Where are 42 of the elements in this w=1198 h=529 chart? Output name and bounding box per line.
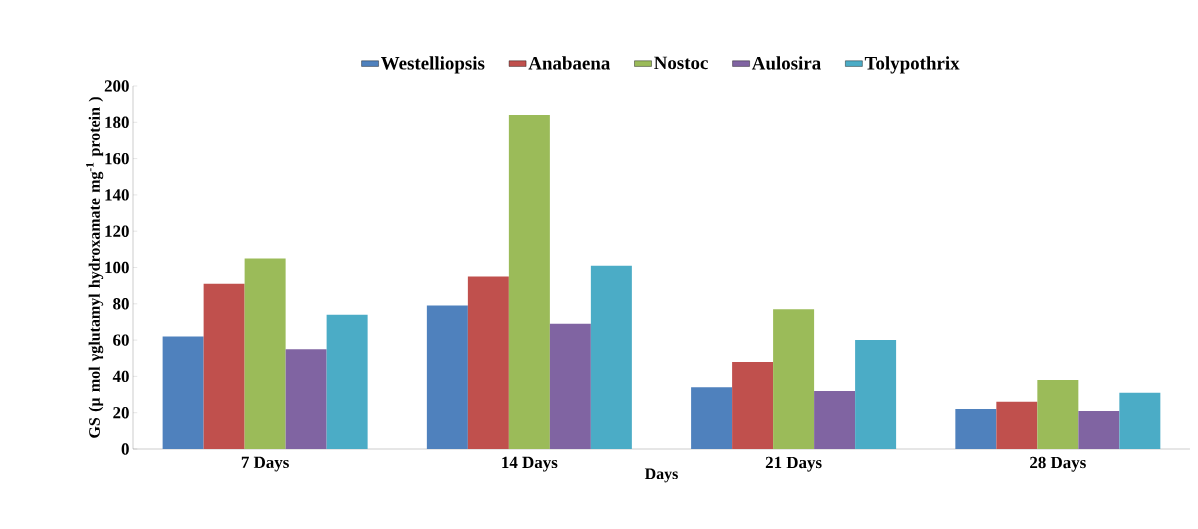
bar [1119,392,1161,449]
bar [203,283,245,449]
bar [244,258,286,449]
bar [1037,380,1079,449]
legend-label: Anabaena [528,56,611,70]
bar [855,340,897,449]
y-tick-label: 60 [113,334,129,346]
bar [732,361,774,449]
x-tick-label: 21 Days [765,456,822,472]
y-tick-label: 180 [105,116,129,129]
bar [549,323,591,449]
bar [326,314,368,449]
bar [996,401,1038,449]
y-tick-label: 80 [113,298,129,310]
y-tick-label: 0 [121,443,129,455]
bar [814,390,856,449]
legend-label: Nostoc [654,56,708,70]
y-tick-label: 100 [105,261,129,274]
bar [162,336,204,449]
bar [426,305,468,449]
bar [590,265,632,449]
y-tick-label: 160 [105,152,129,165]
x-tick-label: 28 Days [1030,456,1086,472]
y-tick-label: 40 [112,370,129,383]
bar [955,409,997,449]
y-tick-label: 20 [113,406,129,419]
x-axis-title: Days [644,468,678,483]
y-tick-label: 140 [105,189,129,201]
bar [467,276,509,449]
bar [773,309,815,449]
legend-label: Aulosira [751,56,821,70]
x-tick-label: 7 Days [241,456,289,472]
legend-label: Westelliopsis [381,56,485,74]
bar [508,115,550,449]
bar [285,349,327,449]
y-tick-label: 120 [105,225,129,237]
x-tick-label: 14 Days [502,456,558,472]
y-axis-title: GS (µ mol γglutamyl hydroxamate mg$^{-1}$ protein ) [86,97,104,438]
y-tick-label: 200 [104,80,129,92]
legend-label: Tolypothrix [864,56,960,74]
bar [691,387,733,449]
bar [1078,410,1120,449]
